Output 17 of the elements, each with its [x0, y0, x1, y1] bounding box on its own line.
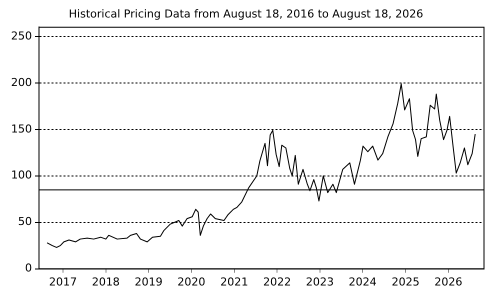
y-tick-label: 150 — [10, 122, 32, 136]
x-tick-label: 2019 — [134, 275, 163, 288]
x-tick-label: 2017 — [49, 275, 78, 288]
x-tick-label: 2024 — [348, 275, 377, 288]
y-tick-label: 0 — [24, 262, 32, 275]
x-tick-label: 2021 — [220, 275, 248, 288]
y-tick-label: 200 — [10, 76, 32, 89]
chart-title: Historical Pricing Data from August 18, 2016 to August 18, 2026 — [68, 7, 424, 20]
x-tick-label: 2025 — [392, 275, 420, 288]
x-tick-label: 2023 — [306, 275, 334, 288]
x-tick-label: 2022 — [263, 275, 292, 288]
y-tick-label: 50 — [18, 215, 32, 228]
y-tick-label: 250 — [10, 29, 32, 42]
x-tick-label: 2026 — [434, 275, 462, 288]
x-tick-label: 2018 — [92, 275, 120, 288]
x-tick-label: 2020 — [177, 275, 206, 288]
y-tick-label: 100 — [10, 168, 32, 182]
